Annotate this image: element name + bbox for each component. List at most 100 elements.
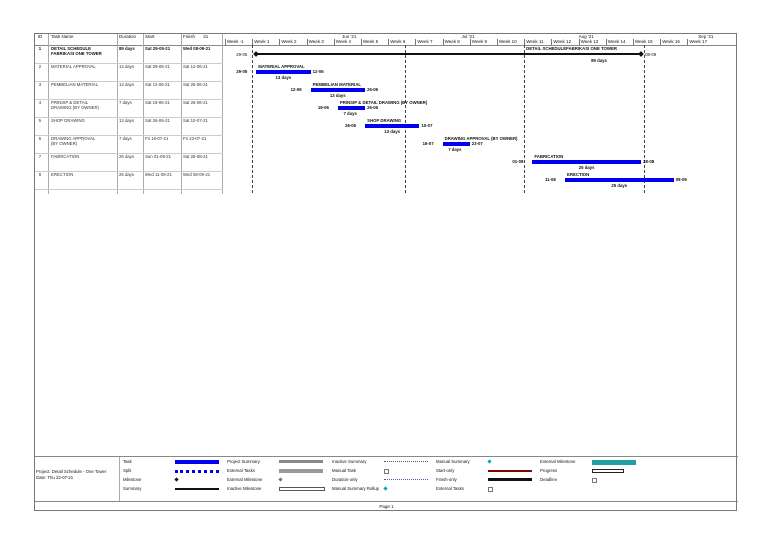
week-tick	[279, 39, 281, 45]
task-bar[interactable]	[565, 178, 674, 182]
row-finish: Wed 08-09-21	[183, 172, 211, 177]
row-id: 1	[38, 46, 42, 51]
week-tick	[388, 39, 390, 45]
column-divider	[117, 34, 118, 194]
row-duration: 13 days	[119, 118, 135, 123]
week-label: Week 6	[390, 39, 406, 44]
week-label: Week 1	[254, 39, 270, 44]
bar-task-name: ERECTION	[567, 172, 590, 177]
legend-label: Milestone	[123, 477, 142, 482]
week-tick	[660, 39, 662, 45]
legend-label: External Milestone	[227, 477, 263, 482]
legend-swatch-inactms	[279, 487, 325, 491]
bar-duration: 7 days	[343, 111, 357, 116]
row-finish: Sat 10-07-21	[183, 118, 208, 123]
row-id: 8	[38, 172, 42, 177]
week-tick	[605, 39, 607, 45]
week-tick	[469, 39, 471, 45]
legend-swatch-deadline	[592, 478, 597, 483]
week-tick	[225, 39, 226, 45]
row-id: 5	[38, 118, 42, 123]
month-label: Jun '21	[341, 34, 357, 39]
week-tick	[306, 39, 308, 45]
task-bar[interactable]	[337, 106, 366, 110]
row-start: Sat 12-06-21	[145, 82, 170, 87]
row-duration: 13 days	[119, 82, 135, 87]
bar-start-date: 16-07	[422, 141, 434, 146]
task-bar[interactable]	[256, 70, 311, 74]
row-divider	[35, 189, 223, 190]
legend-label: External Milestone	[540, 459, 576, 464]
month-label: Aug '21	[578, 34, 594, 39]
week-label: Week 8	[444, 39, 460, 44]
bar-start-date: 11-08	[545, 177, 556, 182]
week-label: Week 7	[417, 39, 433, 44]
week-label: Week 10	[499, 39, 517, 44]
week-label: Week -1	[227, 39, 244, 44]
legend-swatch-projsum	[279, 460, 323, 463]
project-label: Project: Detail Schedule - One Tower	[36, 469, 107, 474]
header-task-name: Task Name	[51, 34, 74, 39]
row-start: Sun 01-08-21	[145, 154, 172, 159]
row-task-name: SHOP DRAWING	[51, 118, 85, 123]
header-start: Start	[145, 34, 155, 39]
week-label: Week 14	[607, 39, 626, 44]
task-bar[interactable]	[310, 88, 366, 92]
row-divider	[35, 153, 223, 154]
week-label: Week 5	[363, 39, 379, 44]
row-task-name: PRINSIP & DETAIL	[51, 100, 89, 105]
row-id: 6	[38, 136, 42, 141]
timeline-marker	[404, 45, 406, 193]
row-divider	[35, 81, 223, 82]
legend-swatch-progress	[592, 469, 624, 473]
week-label: Week 4	[335, 39, 351, 44]
legend-project-info: Project: Detail Schedule - One Tower Dat…	[36, 469, 116, 481]
legend-label: Manual Summary	[436, 459, 470, 464]
task-bar[interactable]	[442, 142, 470, 146]
legend-label: Finish-only	[436, 477, 457, 482]
bar-end-date: 26-06	[367, 105, 379, 110]
bar-start-date: 29-05	[236, 69, 248, 74]
row-task-name: ERECTION	[51, 172, 74, 177]
row-task-name-line2: FABRIKASI ONE TOWER	[51, 51, 102, 56]
week-tick	[497, 39, 498, 45]
week-label: Week 16	[662, 39, 680, 44]
legend-swatch-split	[175, 470, 219, 473]
bar-task-name: DETAIL SCHEDULE	[526, 46, 567, 51]
week-label: Week 13	[580, 39, 599, 44]
bar-end-date: 28-08	[643, 159, 655, 164]
row-task-name: DRAWING APPROVAL	[51, 136, 96, 141]
week-tick	[333, 39, 335, 45]
week-tick	[415, 39, 417, 45]
summary-bar[interactable]	[256, 53, 642, 55]
timeline-marker	[643, 45, 645, 193]
legend-label: Progress	[540, 468, 558, 473]
row-task-name: FABRICATION	[51, 154, 80, 159]
bar-task-name: DRAWING APPROVAL (BY OWNER)	[444, 136, 518, 141]
gantt-chart: 21 Jun '21 Jul '21 Aug '21 Sep '21 Week -1 Wee…	[203, 34, 737, 194]
legend-divider	[119, 457, 120, 502]
row-id: 3	[38, 82, 42, 87]
column-divider	[222, 34, 223, 194]
date-label: Date: Thu 22-07-21	[36, 475, 74, 480]
legend-label: Duration-only	[332, 477, 358, 482]
bar-end-date: 08-09	[675, 177, 687, 182]
row-task-name-line2: DRAWING (BY OWNER)	[51, 105, 99, 110]
row-divider	[35, 135, 223, 136]
row-duration: 89 days	[119, 46, 135, 51]
task-bar[interactable]	[532, 160, 642, 164]
week-tick	[687, 39, 689, 45]
bar-start-date: 29-05	[236, 52, 248, 57]
timeline-marker	[252, 45, 254, 193]
legend-label: Task	[123, 459, 132, 464]
row-divider	[35, 117, 223, 118]
legend-label: Inactive Summary	[332, 459, 367, 464]
row-start: Sat 26-06-21	[145, 118, 170, 123]
legend-label: Start-only	[436, 468, 455, 473]
week-tick	[578, 39, 580, 45]
task-bar[interactable]	[365, 124, 420, 128]
page-number: Page 1	[379, 504, 394, 509]
week-tick	[524, 39, 526, 45]
week-tick	[551, 39, 553, 45]
month-label: Sep '21	[698, 34, 714, 39]
